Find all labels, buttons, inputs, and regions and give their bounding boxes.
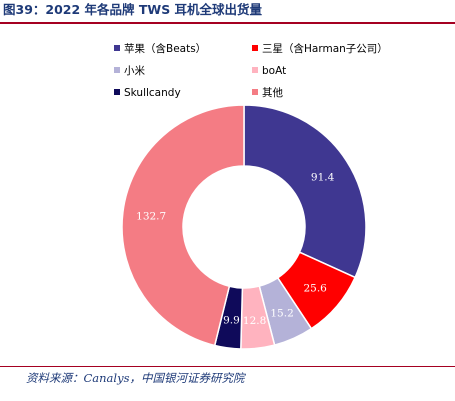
legend-label: boAt <box>262 65 286 77</box>
data-label-3: 15.2 <box>270 307 293 319</box>
legend-swatch <box>114 67 120 73</box>
data-label-2: 25.6 <box>303 283 327 295</box>
legend-item-2: 三星（含Harman子公司） <box>252 42 388 55</box>
legend-swatch <box>252 45 258 51</box>
legend-item-6: 其他 <box>252 86 283 99</box>
legend-label: 苹果（含Beats） <box>124 42 206 55</box>
legend-swatch <box>252 89 258 95</box>
legend-item-3: 小米 <box>114 64 145 77</box>
data-label-5: 9.9 <box>223 315 240 327</box>
footer-divider <box>0 366 455 367</box>
legend-label: 三星（含Harman子公司） <box>262 42 388 55</box>
data-label-1: 91.4 <box>311 171 335 183</box>
title-divider <box>0 22 455 24</box>
source-note: 资料来源：Canalys，中国银河证券研究院 <box>26 371 245 385</box>
legend-label: 小米 <box>124 64 145 77</box>
legend-item-1: 苹果（含Beats） <box>114 42 206 55</box>
donut-slice-1 <box>243 104 367 279</box>
legend-label: Skullcandy <box>124 87 181 99</box>
legend-swatch <box>252 67 258 73</box>
legend-item-4: boAt <box>252 65 286 77</box>
legend-swatch <box>114 45 120 51</box>
legend-label: 其他 <box>262 86 283 99</box>
chart-legend: 苹果（含Beats） 三星（含Harman子公司） 小米 boAt Skullcandy… <box>114 42 388 99</box>
legend-swatch <box>114 89 120 95</box>
donut-slices <box>121 104 367 350</box>
data-label-6: 132.7 <box>136 211 166 223</box>
donut-slice-6 <box>121 104 245 347</box>
figure-title: 图39：2022 年各品牌 TWS 耳机全球出货量 <box>3 2 263 17</box>
legend-item-5: Skullcandy <box>114 87 181 99</box>
data-label-4: 12.8 <box>243 315 266 327</box>
donut-chart: 苹果（含Beats） 三星（含Harman子公司） 小米 boAt Skullcandy… <box>114 42 388 350</box>
data-labels: 91.4 25.6 15.2 12.89.9 132.7 <box>136 171 334 327</box>
